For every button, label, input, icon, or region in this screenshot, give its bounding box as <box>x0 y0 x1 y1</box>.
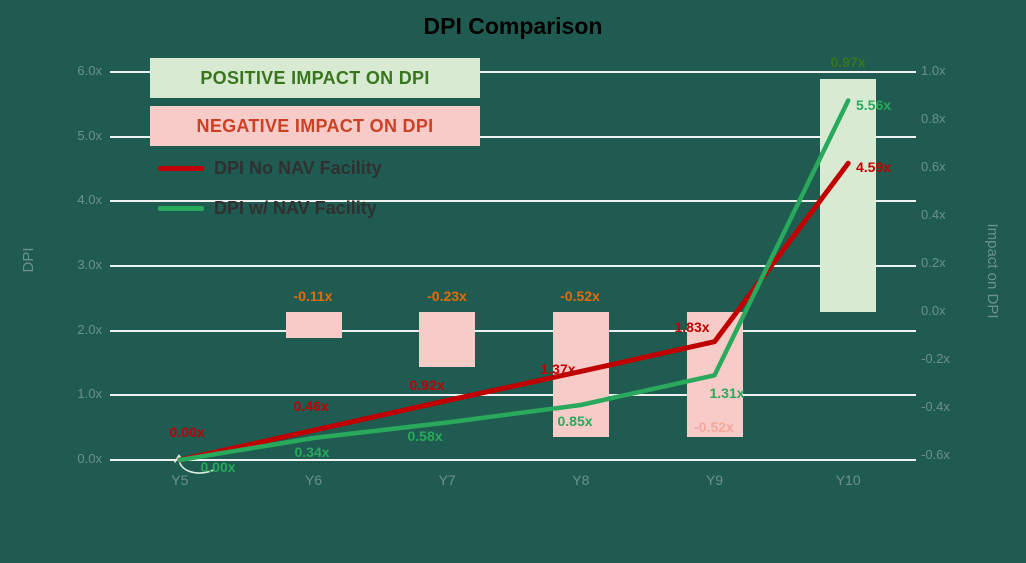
x-axis-tick-y6: Y6 <box>304 472 323 488</box>
gridline <box>110 265 916 267</box>
right-axis-title: Impact on DPI <box>984 223 1001 319</box>
x-axis-tick-y9: Y9 <box>705 472 724 488</box>
x-axis-tick-y5: Y5 <box>171 472 189 488</box>
legend-positive-impact: POSITIVE IMPACT ON DPI <box>150 58 480 98</box>
label-with-nav-y10: 5.56x <box>856 97 892 113</box>
legend-negative-impact-label: NEGATIVE IMPACT ON DPI <box>196 115 434 136</box>
label-with-nav-y5: 0.00x <box>200 459 236 475</box>
left-axis-tick: 0.0x <box>77 451 102 466</box>
right-axis-tick: -0.6x <box>921 447 950 462</box>
left-axis-tick: 5.0x <box>77 127 102 143</box>
label-no-nav-y9: 1.83x <box>674 319 710 335</box>
label-with-nav-y6: 0.34x <box>294 444 330 460</box>
left-axis-tick: 4.0x <box>77 192 102 208</box>
label-impact-y6: -0.11x <box>293 288 333 304</box>
label-with-nav-y9: 1.31x <box>709 385 745 401</box>
left-axis-tick: 1.0x <box>77 386 102 402</box>
label-impact-y9: -0.52x <box>694 419 734 435</box>
label-impact-y10: 0.97x <box>830 54 866 70</box>
left-axis-title: DPI <box>20 247 37 273</box>
right-axis-tick: 0.8x <box>921 111 946 126</box>
left-axis-tick: 2.0x <box>77 321 102 337</box>
right-axis-tick: 0.6x <box>921 159 946 174</box>
label-with-nav-y7: 0.58x <box>407 428 443 444</box>
right-axis-tick: 0.2x <box>921 255 946 270</box>
chart-title: DPI Comparison <box>423 13 603 39</box>
right-axis-tick: 0.0x <box>921 303 946 318</box>
legend-dpi-no-nav-facility-label: DPI No NAV Facility <box>214 158 382 178</box>
legend-dpi-with-nav-facility-label: DPI w/ NAV Facility <box>214 198 377 218</box>
x-axis-tick-y7: Y7 <box>438 472 456 488</box>
gridline <box>110 71 916 73</box>
legend-negative-impact: NEGATIVE IMPACT ON DPI <box>150 106 480 146</box>
right-axis-tick: 0.4x <box>921 207 946 222</box>
label-no-nav-y5: 0.00x <box>169 424 205 440</box>
right-axis-tick: 1.0x <box>921 63 946 78</box>
legend-dpi-with-nav-facility: DPI w/ NAV Facility <box>158 198 377 219</box>
impact-bar-y10 <box>820 79 877 312</box>
gridline <box>110 394 916 397</box>
left-axis-tick: 3.0x <box>77 257 102 272</box>
label-impact-y8: -0.52x <box>560 288 600 304</box>
legend-positive-impact-label: POSITIVE IMPACT ON DPI <box>200 67 430 88</box>
red-line-swatch <box>158 166 204 171</box>
impact-bar-y7 <box>419 312 476 368</box>
left-axis-tick: 6.0x <box>77 63 102 78</box>
right-axis-tick: -0.4x <box>921 399 950 414</box>
label-no-nav-y8: 1.37x <box>540 361 576 377</box>
right-axis-tick: -0.2x <box>921 351 950 366</box>
x-axis-tick-y10: Y10 <box>835 472 861 488</box>
label-no-nav-y6: 0.46x <box>293 398 329 414</box>
label-with-nav-y8: 0.85x <box>557 413 593 429</box>
gridline <box>110 329 916 332</box>
x-axis-tick-y8: Y8 <box>572 472 590 488</box>
green-line-swatch <box>158 206 204 211</box>
legend-dpi-no-nav-facility: DPI No NAV Facility <box>158 158 382 179</box>
impact-bar-y6 <box>285 312 342 339</box>
label-no-nav-y7: 0.92x <box>409 377 445 393</box>
label-impact-y7: -0.23x <box>427 288 467 304</box>
label-no-nav-y10: 4.59x <box>856 159 892 175</box>
